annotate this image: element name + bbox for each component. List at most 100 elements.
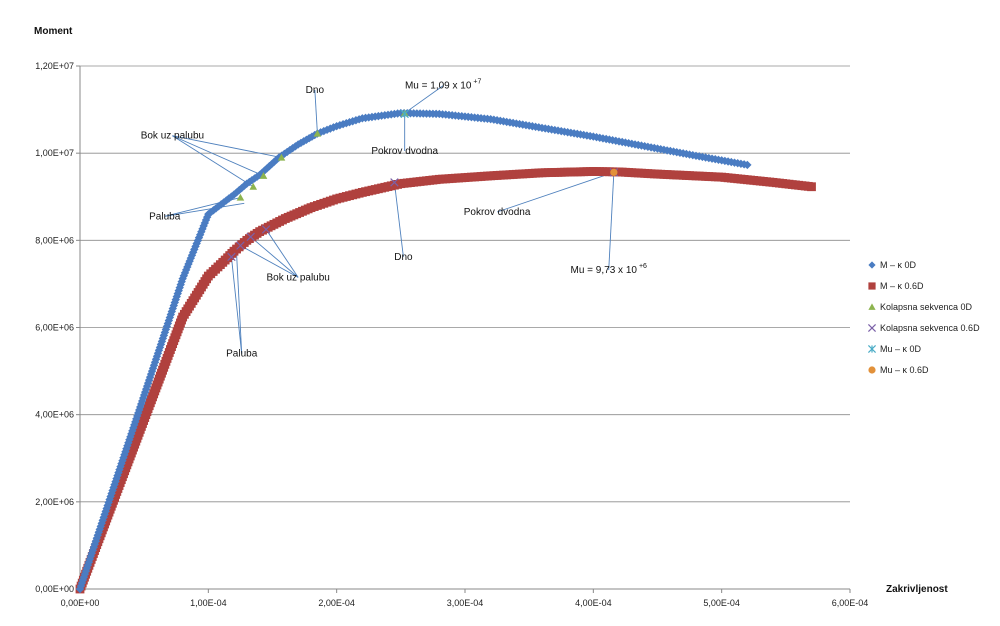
y-tick-label: 2,00E+06 [35,497,74,507]
annotation-leader-line [236,253,243,354]
data-point [246,232,255,242]
annotation-leader-line [230,256,243,354]
annotation-label: Dno [306,85,325,96]
legend-marker-stroke [867,323,877,333]
data-point [267,159,276,169]
annotation-leader-lines [164,85,615,354]
data-point-stroke [227,252,236,262]
annotation-leader-line [496,171,615,213]
annotation-label: Mu = 1,09 x 10 +7 [405,79,482,92]
annotation-label: Paluba [149,211,181,222]
y-tick-label: 1,20E+07 [35,61,74,71]
x-tick-label: 6,00E-04 [832,598,869,608]
series-m-k-06d [75,167,816,594]
legend-marker [868,282,876,290]
data-point [249,182,258,190]
y-tick-label: 1,00E+07 [35,148,74,158]
data-point [277,153,286,161]
y-tick-label: 6,00E+06 [35,323,74,333]
annotation-text: Pokrov dvodna [464,207,531,218]
legend-entry: Kolapsna sekvenca 0.6D [867,323,980,333]
data-point [269,157,279,167]
annotation-exponent: +7 [473,79,481,86]
annotation-text: Pokrov dvodna [371,146,438,157]
legend: M – κ 0D M – κ 0.6D Kolapsna sekvenca 0D Ko… [867,260,980,375]
data-point [262,164,272,173]
annotation-label: Pokrov dvodna [464,207,531,218]
annotation-leader-line [250,236,299,278]
data-point [240,181,249,191]
annotation-leader-line [172,135,282,158]
annotation-leader-line [404,85,444,114]
legend-marker [867,323,877,333]
legend-entry: Mu – κ 0D [867,344,922,354]
annotation-label: Mu = 9,73 x 10 +6 [571,263,648,276]
annotation-label: Bok uz palubu [141,131,204,142]
annotation-leader-line [164,202,245,217]
x-tick-label: 5,00E-04 [703,598,740,608]
data-point [390,178,399,187]
annotation-label: Paluba [226,349,258,360]
annotation-leader-line [240,245,299,278]
annotation-labels: Dno Mu = 1,09 x 10 +7 Pokrov dvodna Bok uz p… [141,79,647,360]
annotation-leader-line [608,172,615,270]
data-point [209,206,218,215]
annotation-text: Mu = 1,09 x 10 [405,81,472,92]
legend-label: Mu – κ 0.6D [880,365,929,375]
legend-label: M – κ 0.6D [880,281,924,291]
data-point-stroke [390,178,399,187]
legend-label: Kolapsna sekvenca 0D [880,302,973,312]
legend-label: Kolapsna sekvenca 0.6D [880,323,980,333]
annotation-label: Dno [394,252,413,263]
y-tick-label: 0,00E+00 [35,584,74,594]
legend-label: Mu – κ 0D [880,344,922,354]
data-point [261,225,271,234]
data-point-stroke [261,225,271,234]
data-point [316,128,325,137]
annotation-leader-line [265,229,299,278]
annotation-leader-line [172,135,264,177]
series-circle-markers [610,168,618,176]
x-tick-label: 4,00E-04 [575,598,612,608]
annotation-text: Dno [394,252,413,263]
data-point [272,155,281,164]
data-point [219,198,228,207]
legend-entry: Kolapsna sekvenca 0D [868,302,973,312]
series-star-markers [400,109,409,119]
legend-marker [868,303,876,310]
annotation-text: Bok uz palubu [141,131,204,142]
data-point [229,190,239,199]
annotation-text: Paluba [149,211,181,222]
annotation-text: Mu = 9,73 x 10 [571,265,638,276]
data-point [236,193,245,201]
legend-marker [868,366,876,374]
data-point [313,129,322,137]
annotation-text: Dno [306,85,325,96]
data-series [75,108,816,594]
legend-label: M – κ 0D [880,260,917,270]
legend-entry: M – κ 0.6D [868,281,924,291]
y-axis-title: Moment [34,26,73,37]
data-point-stroke [246,232,255,242]
y-tick-label: 8,00E+06 [35,235,74,245]
x-axis-title: Zakrivljenost [886,584,948,595]
data-point [236,241,245,250]
axes: Moment Zakrivljenost 0,00E+00 2,00E+06 4,0… [34,26,948,608]
data-point [245,177,254,187]
series-m-k-0d [75,108,752,594]
data-point [807,182,816,192]
annotation-label: Pokrov dvodna [371,146,438,157]
legend-entry: M – κ 0D [868,260,917,270]
x-tick-label: 3,00E-04 [447,598,484,608]
y-tick-label: 4,00E+06 [35,410,74,420]
legend-entry: Mu – κ 0.6D [868,365,929,375]
data-point [743,160,752,170]
annotation-text: Paluba [226,349,258,360]
annotation-label: Bok uz palubu [266,272,329,283]
data-point [227,252,236,262]
data-point-stroke [236,241,245,250]
x-tick-label: 0,00E+00 [61,598,100,608]
annotation-leader-line [314,89,318,134]
